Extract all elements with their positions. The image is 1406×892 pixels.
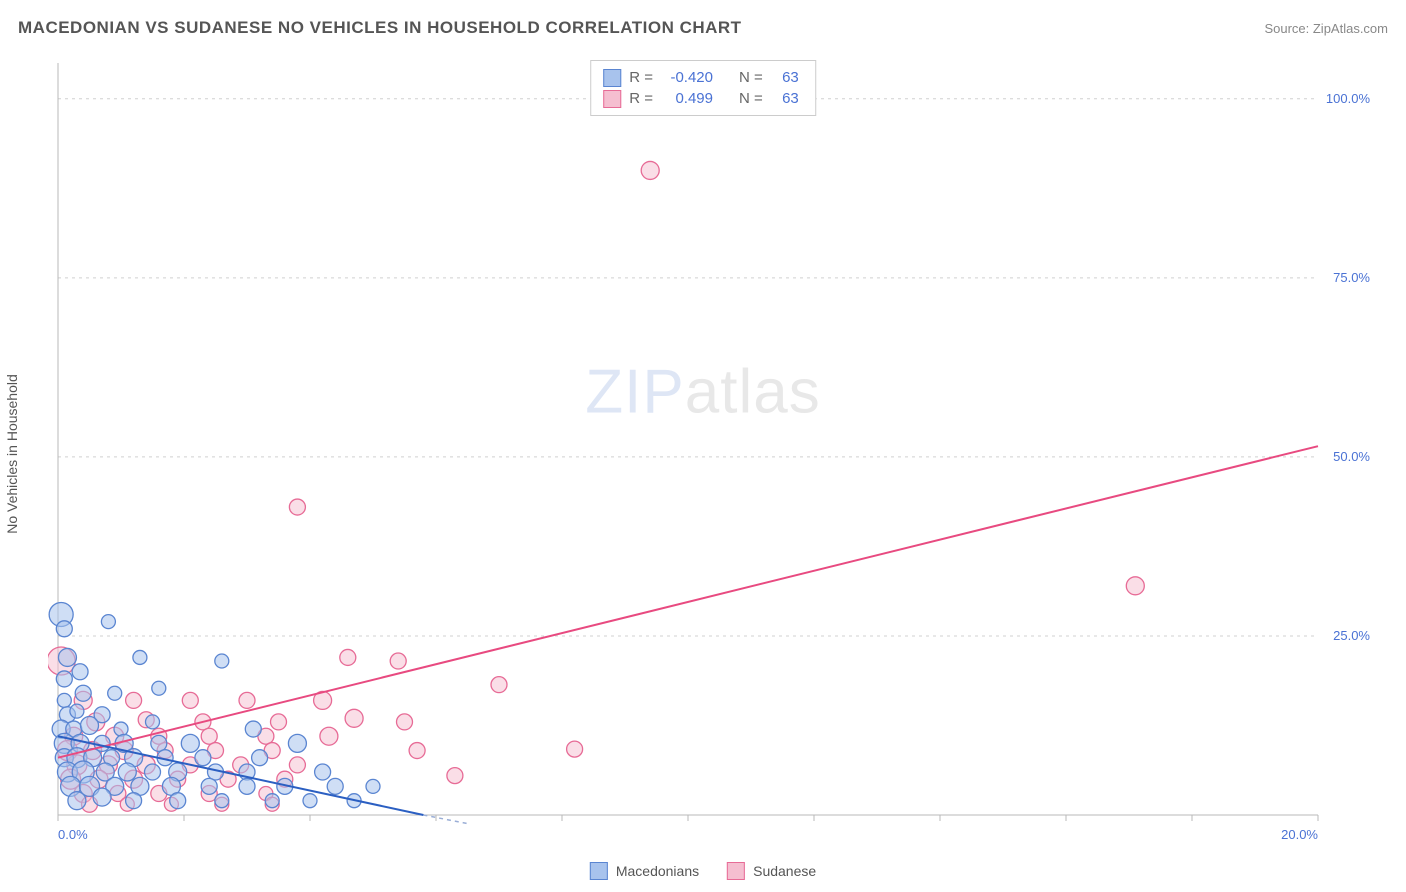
data-point-sudanese xyxy=(320,727,338,745)
data-point-macedonians xyxy=(315,764,331,780)
data-point-sudanese xyxy=(1126,577,1144,595)
data-point-sudanese xyxy=(447,768,463,784)
data-point-sudanese xyxy=(182,692,198,708)
data-point-macedonians xyxy=(145,764,161,780)
plot-area: 25.0% 50.0% 75.0% 100.0% 0.0% 20.0% xyxy=(48,55,1376,842)
data-point-sudanese xyxy=(390,653,406,669)
data-point-macedonians xyxy=(288,734,306,752)
data-point-macedonians xyxy=(215,794,229,808)
data-point-macedonians xyxy=(239,778,255,794)
data-point-macedonians xyxy=(152,681,166,695)
legend-item-macedonians: Macedonians xyxy=(590,862,699,880)
data-point-sudanese xyxy=(409,743,425,759)
legend-item-sudanese: Sudanese xyxy=(727,862,816,880)
data-point-sudanese xyxy=(397,714,413,730)
stats-r-value: 0.499 xyxy=(661,88,713,109)
stats-n-value: 63 xyxy=(771,88,799,109)
data-point-macedonians xyxy=(56,621,72,637)
header: MACEDONIAN VS SUDANESE NO VEHICLES IN HO… xyxy=(18,18,1388,38)
data-point-macedonians xyxy=(201,778,217,794)
data-point-macedonians xyxy=(133,650,147,664)
stats-n-label: N = xyxy=(739,67,763,88)
data-point-sudanese xyxy=(641,161,659,179)
scatter-chart: 25.0% 50.0% 75.0% 100.0% 0.0% 20.0% xyxy=(48,55,1376,842)
data-point-macedonians xyxy=(81,716,99,734)
source-prefix: Source: xyxy=(1264,21,1312,36)
y-tick-label: 75.0% xyxy=(1333,270,1370,285)
stats-r-value: -0.420 xyxy=(661,67,713,88)
data-point-sudanese xyxy=(239,692,255,708)
data-point-macedonians xyxy=(56,671,72,687)
data-point-macedonians xyxy=(303,794,317,808)
data-point-sudanese xyxy=(201,728,217,744)
x-tick-label: 20.0% xyxy=(1281,827,1318,842)
data-point-macedonians xyxy=(70,704,84,718)
legend-swatch-macedonians xyxy=(590,862,608,880)
data-point-sudanese xyxy=(340,649,356,665)
data-point-macedonians xyxy=(58,648,76,666)
source-name: ZipAtlas.com xyxy=(1313,21,1388,36)
x-tick-label: 0.0% xyxy=(58,827,88,842)
data-point-macedonians xyxy=(366,779,380,793)
data-point-sudanese xyxy=(491,677,507,693)
data-point-macedonians xyxy=(75,685,91,701)
y-tick-label: 25.0% xyxy=(1333,628,1370,643)
data-point-macedonians xyxy=(195,750,211,766)
stats-r-label: R = xyxy=(629,88,653,109)
correlation-stats-box: R = -0.420 N = 63 R = 0.499 N = 63 xyxy=(590,60,816,116)
stats-swatch-sudanese xyxy=(603,90,621,108)
stats-row-sudanese: R = 0.499 N = 63 xyxy=(603,88,799,109)
data-point-macedonians xyxy=(146,715,160,729)
data-point-macedonians xyxy=(245,721,261,737)
data-point-macedonians xyxy=(68,792,86,810)
data-point-macedonians xyxy=(181,734,199,752)
stats-r-label: R = xyxy=(629,67,653,88)
y-tick-label: 50.0% xyxy=(1333,449,1370,464)
data-point-macedonians xyxy=(252,750,268,766)
data-point-macedonians xyxy=(93,788,111,806)
data-point-macedonians xyxy=(215,654,229,668)
data-point-macedonians xyxy=(101,615,115,629)
regression-extrapolation xyxy=(423,815,467,824)
stats-n-value: 63 xyxy=(771,67,799,88)
y-axis-label: No Vehicles in Household xyxy=(4,374,20,534)
data-point-macedonians xyxy=(327,778,343,794)
stats-n-label: N = xyxy=(739,88,763,109)
data-point-sudanese xyxy=(289,499,305,515)
data-point-macedonians xyxy=(126,793,142,809)
data-point-sudanese xyxy=(289,757,305,773)
legend-label-macedonians: Macedonians xyxy=(616,863,699,879)
legend-swatch-sudanese xyxy=(727,862,745,880)
legend-label-sudanese: Sudanese xyxy=(753,863,816,879)
y-tick-label: 100.0% xyxy=(1326,91,1371,106)
data-point-macedonians xyxy=(118,763,136,781)
data-point-macedonians xyxy=(265,794,279,808)
data-point-macedonians xyxy=(108,686,122,700)
chart-title: MACEDONIAN VS SUDANESE NO VEHICLES IN HO… xyxy=(18,18,742,38)
stats-swatch-macedonians xyxy=(603,69,621,87)
data-point-sudanese xyxy=(126,692,142,708)
data-point-macedonians xyxy=(170,793,186,809)
data-point-sudanese xyxy=(345,709,363,727)
stats-row-macedonians: R = -0.420 N = 63 xyxy=(603,67,799,88)
data-point-sudanese xyxy=(567,741,583,757)
legend: Macedonians Sudanese xyxy=(590,862,816,880)
data-point-macedonians xyxy=(57,693,71,707)
data-point-macedonians xyxy=(72,664,88,680)
data-point-sudanese xyxy=(271,714,287,730)
source-attribution: Source: ZipAtlas.com xyxy=(1264,21,1388,36)
data-point-macedonians xyxy=(151,735,167,751)
